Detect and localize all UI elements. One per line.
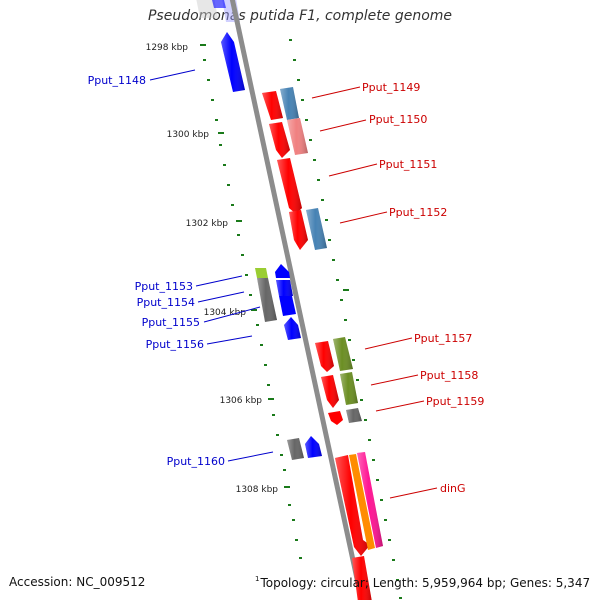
label-pput-1157[interactable]: Pput_1157 (414, 332, 472, 345)
right-leader-lines (311, 86, 438, 499)
scale-label-1300: 1300 kbp (167, 130, 210, 140)
scale-label-1304: 1304 kbp (204, 308, 247, 318)
gene-pput-1156[interactable] (284, 317, 301, 340)
label-pput-1159[interactable]: Pput_1159 (426, 395, 484, 408)
label-pput-1156[interactable]: Pput_1156 (146, 338, 204, 351)
gene-pput-1148[interactable] (212, 0, 245, 92)
label-pput-1153[interactable]: Pput_1153 (135, 280, 193, 293)
label-pput-1155[interactable]: Pput_1155 (142, 316, 200, 329)
label-pput-1160[interactable]: Pput_1160 (167, 455, 225, 468)
gene-pput-1153[interactable] (255, 268, 268, 278)
gene-pput-1154[interactable] (257, 278, 277, 322)
label-pput-1154[interactable]: Pput_1154 (137, 296, 195, 309)
gene-pput-1157[interactable] (315, 337, 353, 372)
label-pput-1150[interactable]: Pput_1150 (369, 113, 427, 126)
gene-pput-1149[interactable] (262, 87, 299, 120)
gene-pput-1151[interactable] (277, 158, 302, 214)
gene-pput-1159[interactable] (328, 408, 362, 425)
gene-pput-1152[interactable] (289, 208, 327, 250)
scale-label-1306: 1306 kbp (220, 396, 263, 406)
label-pput-1148[interactable]: Pput_1148 (88, 74, 146, 87)
scale-label-1298: 1298 kbp (146, 43, 189, 53)
scale-label-1308: 1308 kbp (236, 485, 279, 495)
gene-pput-1155[interactable] (275, 264, 296, 316)
accession-text: Accession: NC_009512 (9, 575, 146, 589)
footnote-marker: 1 (255, 575, 260, 583)
left-leader-lines (149, 69, 274, 462)
label-pput-1149[interactable]: Pput_1149 (362, 81, 420, 94)
genome-info-value: Topology: circular; Length: 5,959,964 bp… (260, 576, 591, 590)
genome-info-text: 1Topology: circular; Length: 5,959,964 b… (255, 575, 590, 590)
label-dinG[interactable]: dinG (440, 482, 466, 495)
genome-backbone (229, 0, 365, 600)
label-pput-1158[interactable]: Pput_1158 (420, 369, 478, 382)
inner-ring-ticks (200, 44, 302, 559)
map-title: Pseudomonas putida F1, complete genome (147, 8, 453, 24)
scale-label-1302: 1302 kbp (186, 219, 229, 229)
outer-ring-ticks (289, 39, 402, 599)
gene-pput-1160[interactable] (287, 436, 322, 460)
label-pput-1152[interactable]: Pput_1152 (389, 206, 447, 219)
gene-dinG[interactable] (335, 452, 383, 556)
gene-pput-1158[interactable] (321, 372, 358, 408)
gene-bottom-partial[interactable] (352, 556, 372, 600)
gene-pput-1150[interactable] (269, 118, 308, 158)
label-pput-1151[interactable]: Pput_1151 (379, 158, 437, 171)
